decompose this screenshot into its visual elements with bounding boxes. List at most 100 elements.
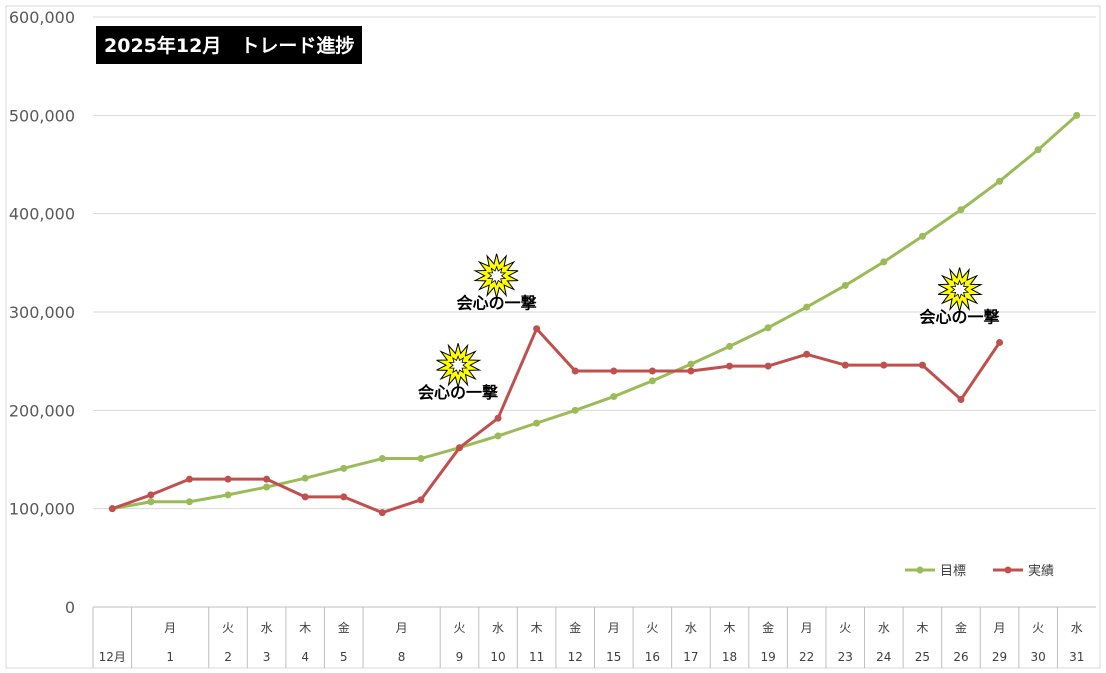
data-point: [571, 367, 579, 375]
series-lines: [108, 111, 1081, 517]
x-tick-day: 24: [876, 650, 891, 664]
x-tick-day: 30: [1030, 650, 1045, 664]
data-point: [957, 396, 965, 404]
data-point: [185, 475, 193, 483]
data-point: [108, 505, 116, 513]
x-tick-day: 2: [224, 650, 232, 664]
x-tick-weekday: 水: [1071, 621, 1083, 635]
x-tick-day: 12: [568, 650, 583, 664]
x-tick-day: 19: [760, 650, 775, 664]
x-tick-day: 29: [992, 650, 1007, 664]
x-tick-weekday: 火: [646, 621, 658, 635]
annotation: 会心の一撃: [457, 253, 537, 313]
x-tick-weekday: 火: [839, 621, 851, 635]
data-point: [263, 483, 271, 491]
x-tick-day: 22: [799, 650, 814, 664]
y-tick-label: 400,000: [9, 205, 75, 224]
chart-title-box: 2025年12月 トレード進捗: [96, 26, 362, 64]
data-point: [764, 324, 772, 332]
y-tick-label: 300,000: [9, 303, 75, 322]
x-tick-day: 31: [1069, 650, 1084, 664]
data-point: [340, 464, 348, 472]
legend-label: 目標: [940, 564, 966, 579]
x-tick-weekday: 月: [396, 621, 408, 635]
x-tick-day: 8: [398, 650, 406, 664]
starburst-core: [448, 355, 468, 376]
x-tick-day: 25: [915, 650, 930, 664]
x-tick-weekday: 金: [955, 620, 967, 635]
data-point: [340, 493, 348, 501]
series-line: [111, 327, 1001, 515]
data-point: [417, 496, 425, 504]
data-point: [803, 350, 811, 358]
y-axis: 0 100,000 200,000 300,000 400,000 500,000 600,…: [9, 8, 75, 617]
x-tick-day: 10: [490, 650, 505, 664]
y-tick-label: 0: [65, 598, 75, 617]
x-tick-weekday: 火: [1032, 621, 1044, 635]
x-tick-weekday: 木: [299, 621, 311, 635]
x-tick-weekday: 木: [531, 621, 543, 635]
data-point: [841, 281, 849, 289]
data-point: [726, 342, 734, 350]
data-point: [224, 475, 232, 483]
legend-item-actual: 実績: [993, 563, 1054, 579]
starburst-core: [486, 265, 507, 286]
data-point: [378, 455, 386, 463]
x-tick-day: 12月: [99, 650, 126, 664]
x-tick-day: 1: [166, 650, 174, 664]
data-point: [726, 362, 734, 370]
data-point: [1034, 146, 1042, 154]
data-point: [224, 491, 232, 499]
annotation-label: 会心の一撃: [920, 307, 1000, 326]
data-point: [880, 361, 888, 369]
data-point: [610, 393, 618, 401]
y-tick-label: 100,000: [9, 500, 75, 519]
x-tick-day: 16: [645, 650, 660, 664]
x-tick-day: 5: [340, 650, 348, 664]
x-tick-day: 15: [606, 650, 621, 664]
data-point: [687, 360, 695, 368]
data-point: [185, 498, 193, 506]
starburst-core: [949, 279, 970, 300]
data-point: [918, 361, 926, 369]
x-tick-weekday: 月: [608, 621, 620, 635]
series-target: [108, 111, 1081, 513]
x-tick-day: 4: [301, 650, 309, 664]
annotation: 会心の一撃: [418, 343, 498, 402]
x-tick-weekday: 金: [569, 620, 581, 635]
chart-area: [5, 5, 1101, 669]
x-tick-day: 17: [683, 650, 698, 664]
legend-item-target: 目標: [905, 564, 966, 579]
series-line: [112, 114, 1078, 511]
data-point: [610, 367, 618, 375]
x-tick-weekday: 水: [492, 621, 504, 635]
data-point: [648, 377, 656, 385]
x-tick-weekday: 月: [994, 621, 1006, 635]
data-point: [455, 444, 463, 452]
chart-title: 2025年12月 トレード進捗: [104, 34, 354, 57]
legend: 目標 実績: [905, 563, 1054, 579]
y-tick-label: 600,000: [9, 8, 75, 27]
data-point: [494, 414, 502, 422]
y-tick-label: 500,000: [9, 106, 75, 125]
data-point: [494, 432, 502, 440]
x-tick-weekday: 木: [724, 621, 736, 635]
data-point: [301, 493, 309, 501]
annotation-label: 会心の一撃: [457, 294, 537, 313]
annotation: 会心の一撃: [920, 267, 1000, 326]
x-tick-weekday: 水: [261, 621, 273, 635]
data-point: [263, 475, 271, 483]
data-point: [764, 362, 772, 370]
data-point: [996, 338, 1004, 346]
data-point: [378, 509, 386, 517]
x-tick-weekday: 月: [164, 621, 176, 635]
data-point: [957, 206, 965, 214]
x-tick-day: 26: [953, 650, 968, 664]
data-point: [996, 177, 1004, 185]
x-tick-weekday: 水: [878, 621, 890, 635]
x-tick-weekday: 金: [338, 620, 350, 635]
data-point: [880, 258, 888, 266]
data-point: [147, 491, 155, 499]
